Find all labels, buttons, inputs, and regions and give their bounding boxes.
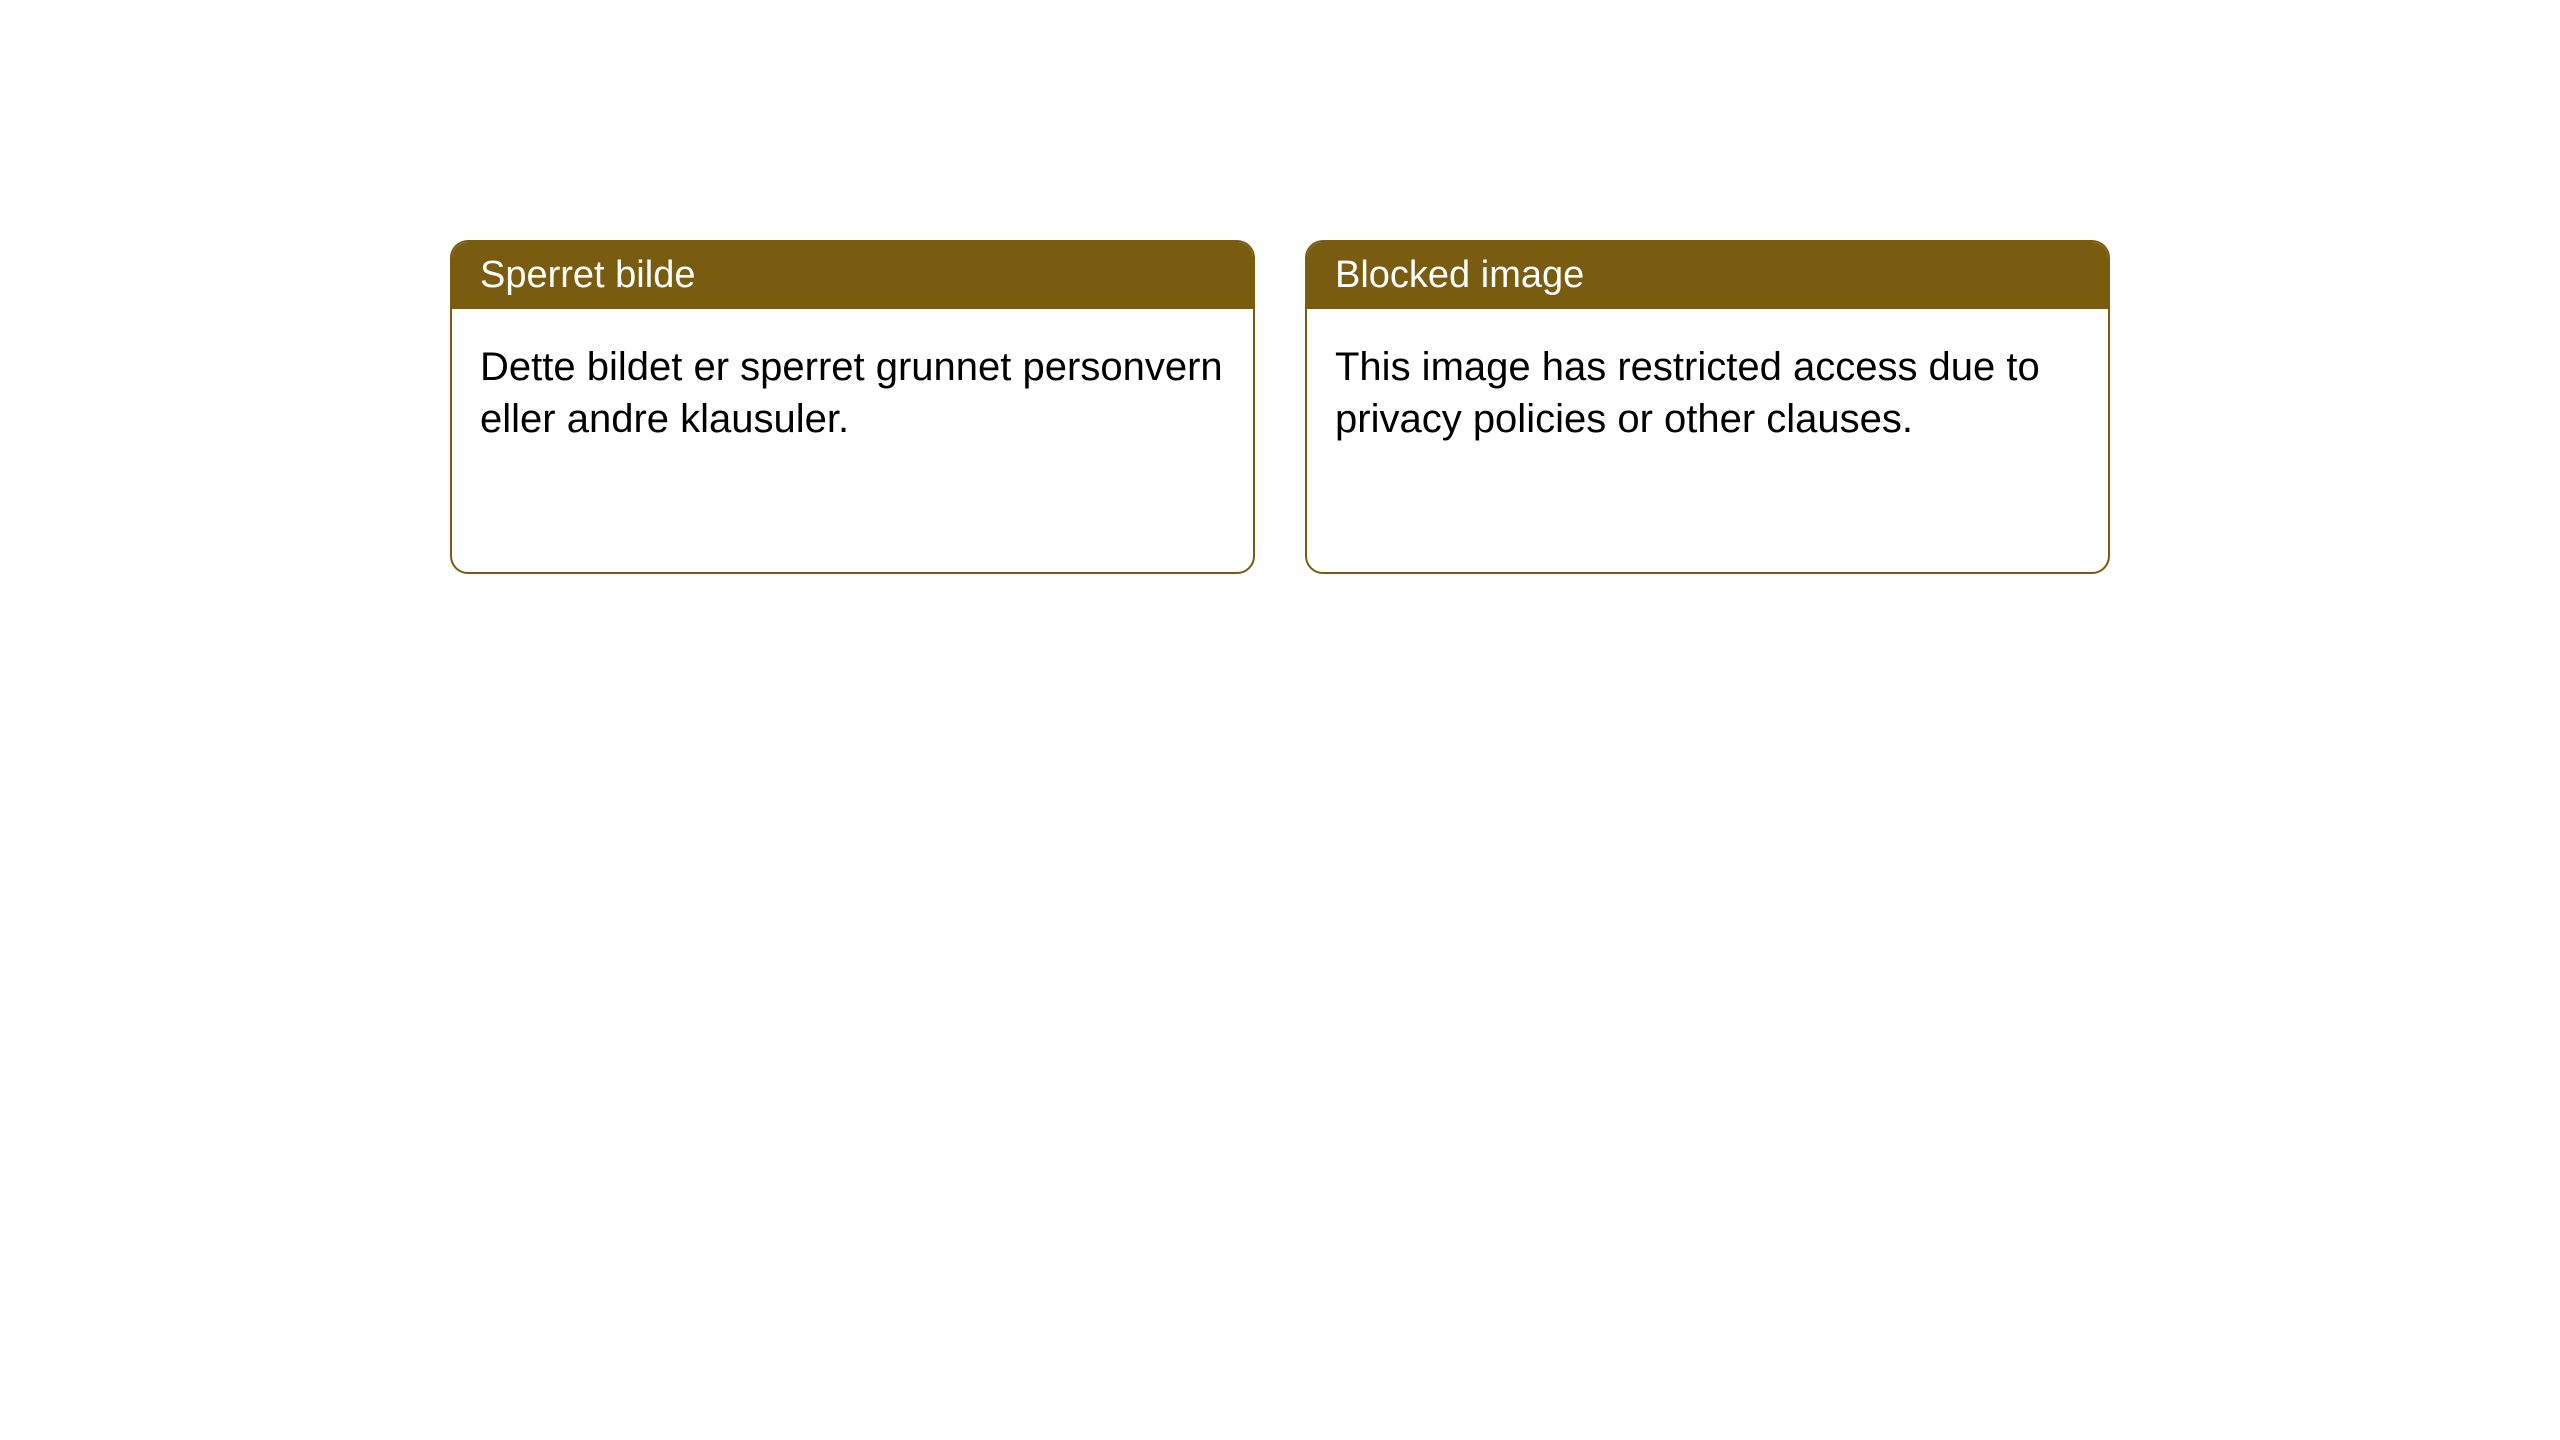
card-title: Sperret bilde xyxy=(480,254,695,296)
card-header: Sperret bilde xyxy=(452,242,1253,309)
card-body: This image has restricted access due to … xyxy=(1307,309,2108,477)
card-title: Blocked image xyxy=(1335,254,1584,296)
card-body: Dette bildet er sperret grunnet personve… xyxy=(452,309,1253,477)
card-header: Blocked image xyxy=(1307,242,2108,309)
notice-container: Sperret bilde Dette bildet er sperret gr… xyxy=(0,0,2560,574)
notice-card-norwegian: Sperret bilde Dette bildet er sperret gr… xyxy=(450,240,1255,574)
card-body-text: This image has restricted access due to … xyxy=(1335,345,2040,441)
notice-card-english: Blocked image This image has restricted … xyxy=(1305,240,2110,574)
card-body-text: Dette bildet er sperret grunnet personve… xyxy=(480,345,1223,441)
